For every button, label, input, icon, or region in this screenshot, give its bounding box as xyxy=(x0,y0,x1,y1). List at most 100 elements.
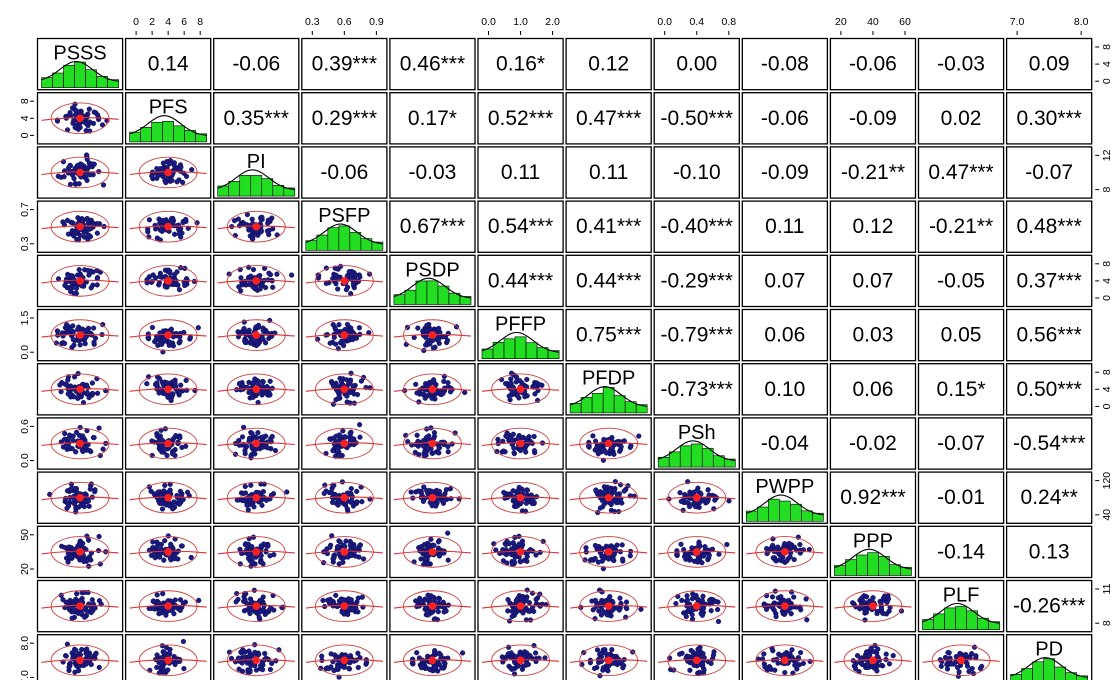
panel-frame xyxy=(124,37,212,91)
hist-bar xyxy=(602,387,615,414)
panel-r4-c3 xyxy=(301,254,388,308)
panel-r8-c0 xyxy=(36,471,124,524)
scatter-point xyxy=(240,491,246,497)
scatter-point xyxy=(436,445,442,451)
scatter-point xyxy=(162,482,168,489)
centroid-point xyxy=(252,548,261,556)
scatter-point xyxy=(344,273,350,279)
scatter-point xyxy=(244,212,251,218)
scatter-point xyxy=(513,597,519,604)
scatter-point xyxy=(259,214,265,220)
scatter-point xyxy=(436,650,442,656)
scatter-point xyxy=(784,558,790,564)
panel-frame xyxy=(829,200,917,253)
correlation-value: 0.07 xyxy=(764,269,805,292)
panel-frame xyxy=(741,37,829,91)
tick-label: 4 xyxy=(165,16,171,28)
scatter-point xyxy=(615,659,622,665)
scatter-point xyxy=(88,609,94,616)
hist-bar xyxy=(1043,658,1055,680)
scatter-point xyxy=(511,559,518,565)
scatter-point xyxy=(763,606,770,612)
centroid-point xyxy=(516,493,525,502)
scatter-point xyxy=(333,592,339,599)
hist-bar xyxy=(757,506,769,522)
density-line xyxy=(922,602,1000,624)
panel-frame xyxy=(829,308,917,362)
scatter-point xyxy=(638,606,644,612)
scatter-point xyxy=(704,499,711,505)
tick-label: 0 xyxy=(1101,295,1113,301)
scatter-point xyxy=(791,594,797,600)
scatter-point xyxy=(94,282,100,288)
centroid-point xyxy=(428,602,437,610)
hist-bar xyxy=(635,404,648,414)
scatter-point xyxy=(65,391,71,397)
scatter-point xyxy=(880,610,886,617)
scatter-point xyxy=(289,272,295,278)
correlation-value: -0.04 xyxy=(761,432,809,455)
scatter-point xyxy=(854,653,861,659)
panel-r1-c1: PFS xyxy=(124,92,212,145)
panel-r1-c2: 0.35*** xyxy=(213,92,300,145)
scatter-point xyxy=(587,660,594,666)
hist-bar xyxy=(812,512,824,522)
scatter-point xyxy=(509,613,515,620)
scatter-point xyxy=(100,182,107,188)
hist-bar xyxy=(580,397,593,414)
correlation-value: 0.67*** xyxy=(400,215,465,238)
panel-frame xyxy=(917,37,1005,91)
scatter-point xyxy=(148,488,154,494)
scatter-point xyxy=(536,381,543,388)
scatter-point xyxy=(503,381,509,387)
scatter-point xyxy=(870,648,876,655)
panel-r0-c4: 0.46*** xyxy=(389,37,476,91)
scatter-point xyxy=(706,552,712,558)
correlation-value: -0.03 xyxy=(409,161,457,184)
panel-frame xyxy=(653,92,740,145)
scatter-point xyxy=(150,598,156,604)
scatter-point xyxy=(863,649,870,655)
scatter-point xyxy=(91,109,97,115)
scatter-point xyxy=(797,649,804,656)
scatter-point xyxy=(157,609,163,615)
scatter-point xyxy=(507,491,513,497)
panel-frame xyxy=(917,200,1005,253)
panel-frame xyxy=(1005,37,1093,91)
scatter-point xyxy=(92,487,98,493)
hist-bar xyxy=(955,606,967,630)
scatter-point xyxy=(250,534,257,540)
scatter-point xyxy=(789,647,795,653)
scatter-point xyxy=(85,123,91,129)
scatter-point xyxy=(177,338,183,344)
scatter-point xyxy=(65,231,72,237)
scatter-point xyxy=(144,381,150,387)
scatter-point xyxy=(258,553,264,559)
scatter-point xyxy=(86,232,92,238)
scatter-point xyxy=(336,432,343,438)
scatter-point xyxy=(445,530,451,536)
scatter-point xyxy=(598,650,604,656)
scatter-point xyxy=(79,646,85,653)
centroid-point xyxy=(604,493,613,502)
scatter-point xyxy=(442,660,448,667)
centroid-point xyxy=(516,385,525,394)
scatter-point xyxy=(773,614,779,620)
panel-frame xyxy=(301,146,388,199)
hist-bar xyxy=(404,289,417,305)
scatter-point xyxy=(77,342,83,348)
panel-r9-c2 xyxy=(213,525,300,579)
scatter-point xyxy=(265,217,272,223)
variable-label: PD xyxy=(1035,639,1063,661)
density-line xyxy=(129,115,207,136)
scatter-point xyxy=(251,504,257,510)
panel-r11-c11: PD xyxy=(1005,634,1093,680)
scatter-point xyxy=(354,499,360,505)
centroid-point xyxy=(164,548,172,556)
scatter-point xyxy=(242,597,248,603)
scatter-point xyxy=(618,496,624,502)
scatter-point xyxy=(79,433,86,439)
scatter-point xyxy=(71,117,77,124)
scatter-point xyxy=(177,607,183,614)
scatter-point xyxy=(168,541,174,547)
